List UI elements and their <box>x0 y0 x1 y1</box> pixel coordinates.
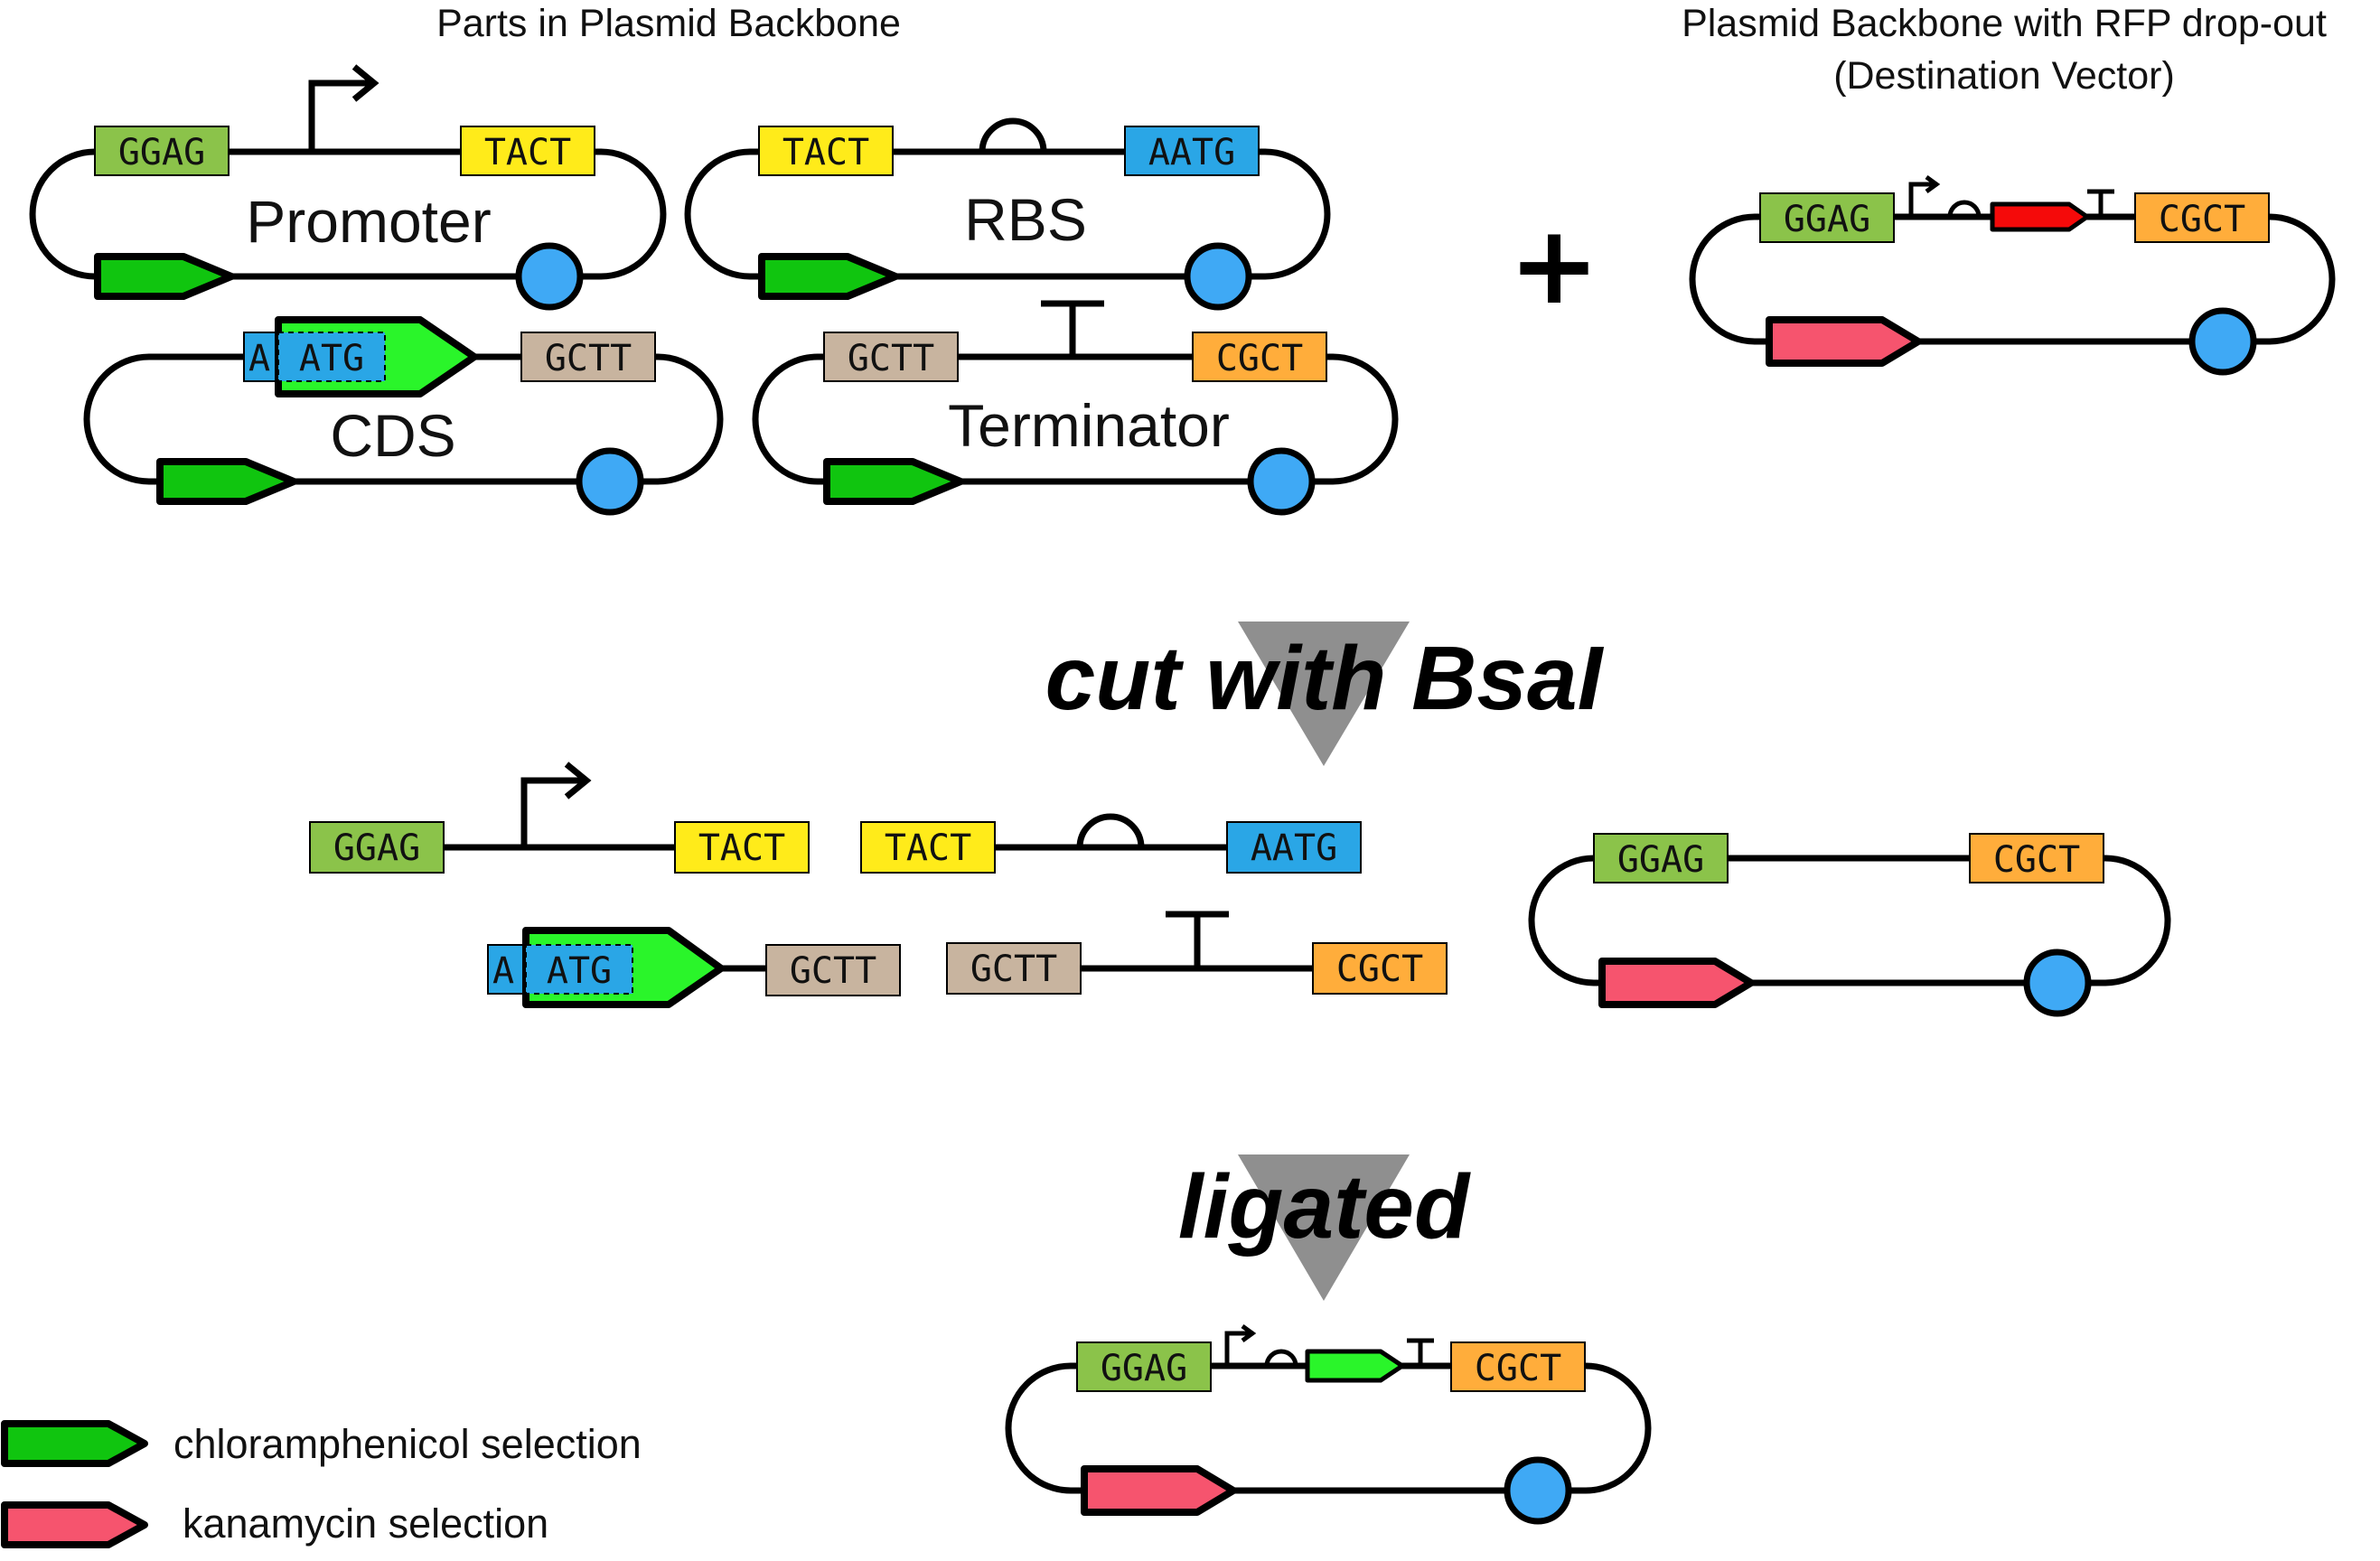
kanamycin-marker-icon <box>1769 320 1918 363</box>
terminator-icon <box>2087 189 2114 217</box>
terminator-left-overhang <box>823 332 959 382</box>
origin-icon <box>2027 952 2088 1014</box>
kanamycin-legend-label: kanamycin selection <box>183 1500 548 1547</box>
terminator-right-overhang-label: CGCT <box>1216 338 1303 379</box>
destination-title-line2: (Destination Vector) <box>1833 54 2175 98</box>
cds-label: CDS <box>330 402 455 469</box>
rfp-gene-icon <box>1990 201 2090 232</box>
cds-right-overhang-label: GCTT <box>545 338 632 379</box>
rbs-fragment: TACT AATG <box>860 813 1362 874</box>
assembled-plasmid: GGAG CGCT <box>1005 1323 1652 1521</box>
legend: chloramphenicol selection kanamycin sele… <box>1 1420 642 1548</box>
promoter-right-overhang-label: TACT <box>484 132 571 173</box>
rbs-left-overhang <box>758 126 894 176</box>
cds-right-overhang <box>520 332 656 382</box>
promoter-plasmid: GGAG TACT Promoter <box>29 64 667 307</box>
chloramphenicol-marker-icon <box>160 462 294 501</box>
promoter-arrow-icon <box>308 64 379 152</box>
overhang-label: TACT <box>885 827 971 869</box>
promoter-arrow-icon <box>1224 1323 1257 1366</box>
promoter-label: Promoter <box>246 188 491 255</box>
terminator-icon <box>1407 1338 1434 1366</box>
destination-left-overhang <box>1759 192 1895 243</box>
terminator-fragment: GCTT CGCT <box>946 911 1448 995</box>
chloramphenicol-marker-icon <box>827 462 960 501</box>
rbs-right-overhang <box>1124 126 1260 176</box>
promoter-arrow-icon <box>1908 174 1941 217</box>
promoter-left-overhang <box>94 126 230 176</box>
promoter-left-overhang-label: GGAG <box>118 132 205 173</box>
chloramphenicol-legend-label: chloramphenicol selection <box>173 1421 642 1467</box>
rbs-icon <box>1264 1349 1298 1367</box>
rbs-right-overhang-label: AATG <box>1148 132 1235 173</box>
plus-sign: + <box>1509 203 1600 329</box>
destination-title-line1: Plasmid Backbone with RFP drop-out <box>1682 2 2327 45</box>
cut-destination-vector: GGAG CGCT <box>1528 833 2171 1014</box>
chloramphenicol-marker-icon <box>762 257 895 296</box>
overhang-label: CGCT <box>1336 949 1423 990</box>
rbs-icon <box>1947 200 1982 218</box>
promoter-arrow-icon <box>520 762 592 847</box>
origin-icon <box>1187 246 1249 307</box>
cut-step-label: cut with BsaI <box>1045 628 1605 729</box>
overhang-label: GGAG <box>1101 1348 1187 1389</box>
ligated-step-arrow <box>1238 1154 1410 1301</box>
origin-icon <box>1507 1460 1569 1521</box>
rbs-left-overhang-label: TACT <box>782 132 869 173</box>
kanamycin-marker-icon <box>1084 1469 1233 1512</box>
cds-start-overhang-label: ATG <box>299 338 364 379</box>
destination-right-overhang <box>2134 192 2270 243</box>
terminator-icon <box>1166 911 1229 968</box>
rbs-plasmid: TACT AATG RBS <box>684 117 1331 307</box>
terminator-label: Terminator <box>948 392 1230 459</box>
rbs-icon <box>979 117 1047 153</box>
terminator-icon <box>1041 300 1104 357</box>
promoter-right-overhang <box>460 126 595 176</box>
overhang-label: CGCT <box>1993 839 2080 881</box>
promoter-fragment: GGAG TACT <box>309 762 810 874</box>
chloramphenicol-marker-icon <box>98 257 231 296</box>
destination-vector: GGAG CGCT <box>1689 174 2336 372</box>
overhang-label: GCTT <box>970 949 1057 990</box>
destination-left-overhang-label: GGAG <box>1784 199 1870 240</box>
parts-title: Parts in Plasmid Backbone <box>436 2 901 45</box>
kanamycin-marker-icon <box>1602 961 1751 1005</box>
overhang-label: ATG <box>547 950 612 992</box>
overhang-label: GGAG <box>333 827 420 869</box>
rbs-icon <box>1076 813 1145 848</box>
terminator-right-overhang <box>1192 332 1327 382</box>
destination-right-overhang-label: CGCT <box>2159 199 2245 240</box>
ligated-step-label: ligated <box>1178 1156 1471 1257</box>
rbs-label: RBS <box>964 186 1087 253</box>
cds-start-partial-label: A <box>248 338 270 379</box>
origin-icon <box>2192 311 2254 372</box>
origin-icon <box>1251 451 1312 512</box>
overhang-label: TACT <box>698 827 785 869</box>
overhang-partial-label: A <box>492 950 514 992</box>
kanamycin-legend-icon <box>1 1501 148 1548</box>
overhang-label: GGAG <box>1617 839 1704 881</box>
cds-fragment: A ATG GCTT <box>487 927 901 1008</box>
origin-icon <box>579 451 641 512</box>
chloramphenicol-legend-icon <box>1 1420 148 1467</box>
cds-gene-icon <box>1305 1349 1405 1383</box>
terminator-left-overhang-label: GCTT <box>848 338 934 379</box>
overhang-label: CGCT <box>1475 1348 1561 1389</box>
cds-plasmid: A ATG GCTT CDS <box>83 316 724 512</box>
origin-icon <box>519 246 580 307</box>
terminator-plasmid: GCTT CGCT Terminator <box>752 300 1399 512</box>
cut-step-arrow <box>1238 622 1410 766</box>
overhang-label: AATG <box>1251 827 1337 869</box>
overhang-label: GCTT <box>790 950 876 992</box>
